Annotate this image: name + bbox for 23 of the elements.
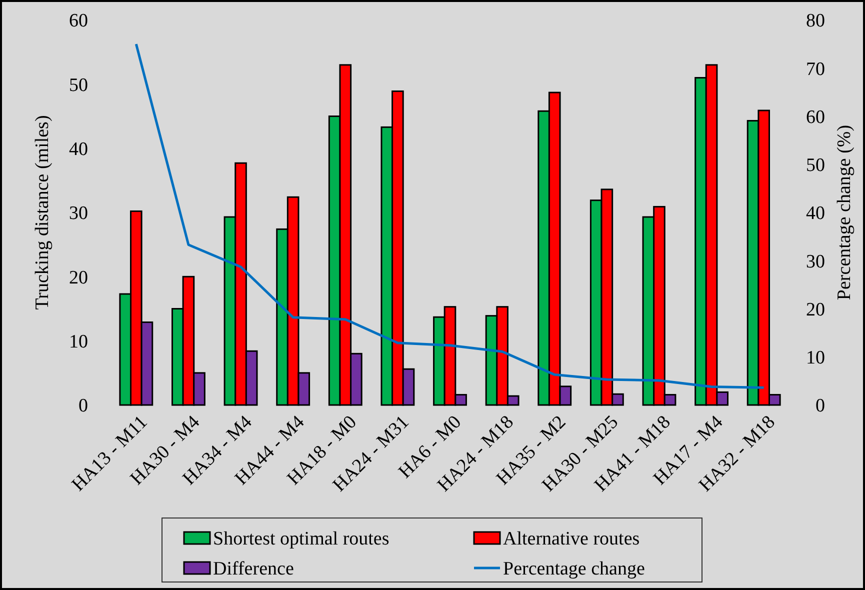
y-tick-label: 60	[69, 10, 88, 32]
y2-tick-label: 20	[806, 299, 825, 320]
y-tick-label: 0	[78, 396, 88, 417]
y-tick-label: 40	[69, 138, 88, 160]
y-axis-title: Trucking distance (miles)	[32, 115, 53, 310]
legend-label: Shortest optimal routes	[213, 528, 390, 550]
y2-tick-label: 0	[816, 396, 825, 417]
y-tick-label: 20	[69, 267, 88, 288]
y-tick-label: 50	[69, 74, 88, 96]
legend-label: Percentage change	[503, 558, 645, 580]
legend-label: Difference	[213, 558, 294, 580]
y2-tick-label: 80	[806, 10, 825, 32]
legend-label: Alternative routes	[503, 528, 640, 550]
y2-tick-label: 60	[806, 106, 825, 128]
y2-tick-label: 40	[806, 203, 825, 224]
y-tick-label: 30	[69, 203, 88, 224]
y2-tick-label: 50	[806, 155, 825, 176]
y2-tick-label: 70	[806, 58, 825, 80]
y2-tick-label: 30	[806, 251, 825, 272]
y-tick-label: 10	[69, 331, 88, 352]
line-series	[134, 42, 766, 389]
y2-axis-title: Percentage change (%)	[834, 124, 855, 300]
y2-tick-label: 10	[806, 348, 825, 369]
